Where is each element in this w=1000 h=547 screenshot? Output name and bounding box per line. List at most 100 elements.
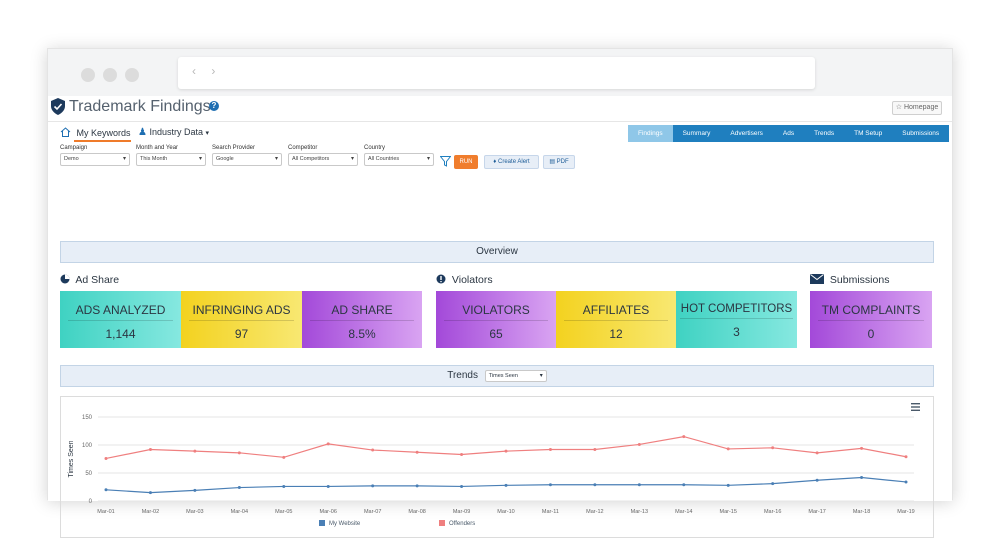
ad-share-value: 8.5% [348, 327, 376, 341]
data-point [237, 486, 241, 490]
campaign-select[interactable]: Demo [60, 153, 130, 166]
data-point [771, 446, 775, 450]
ad-share-heading-label: Ad Share [75, 274, 120, 286]
data-point [593, 483, 597, 487]
nav-submissions[interactable]: Submissions [902, 130, 940, 137]
data-point [460, 484, 464, 488]
run-button[interactable]: RUN [454, 155, 478, 169]
caret-down-icon: ▾ [205, 130, 210, 137]
data-point [726, 483, 730, 487]
data-point [548, 483, 552, 487]
affiliates-label: AFFILIATES [564, 303, 668, 321]
nav-summary[interactable]: Summary [682, 130, 711, 137]
filter-icon[interactable] [440, 156, 451, 167]
violators-heading: Violators [436, 274, 493, 286]
country-label: Country [364, 145, 386, 151]
search-provider-filter: Search Provider Google [212, 145, 282, 166]
create-alert-label: Create Alert [498, 159, 530, 165]
bell-icon: ♦ [493, 159, 497, 165]
campaign-filter: Campaign Demo [60, 145, 130, 166]
tab-industry-data[interactable]: ♟ Industry Data ▾ [138, 127, 209, 138]
nav-trends[interactable]: Trends [814, 130, 835, 137]
x-tick-label: Mar-15 [720, 509, 737, 515]
help-icon[interactable]: ? [209, 101, 219, 111]
data-point [415, 450, 419, 454]
pie-chart-icon [60, 274, 70, 284]
hot-competitors-value: 3 [733, 325, 740, 339]
title-bar: Trademark Findings ? ☆ Homepage [48, 96, 952, 122]
x-tick-label: Mar-13 [631, 509, 648, 515]
data-point [193, 449, 197, 453]
address-bar[interactable] [178, 57, 815, 89]
y-axis-label: Times Seen [68, 440, 75, 477]
x-tick-label: Mar-05 [275, 509, 292, 515]
x-tick-label: Mar-08 [408, 509, 425, 515]
nav-advertisers[interactable]: Advertisers [730, 130, 763, 137]
country-select[interactable]: All Countries [364, 153, 434, 166]
data-point [504, 483, 508, 487]
document-icon: ▤ [549, 159, 555, 165]
back-forward-icons[interactable]: ‹ › [192, 64, 222, 78]
pdf-label: PDF [556, 159, 569, 165]
competitor-filter: Competitor All Competitors [288, 145, 358, 166]
chart-menu-icon[interactable] [911, 403, 920, 411]
infringing-ads-value: 97 [234, 327, 249, 341]
trends-title: Trends [447, 370, 478, 381]
browser-window: ‹ › Trademark Findings ? ☆ Homepage My K… [47, 48, 953, 538]
month-year-label: Month and Year [136, 145, 179, 151]
window-minimize-dot[interactable] [103, 68, 117, 82]
data-point [815, 478, 819, 482]
series-line [105, 435, 907, 460]
nav-findings[interactable]: Findings [628, 125, 673, 142]
affiliates-card: AFFILIATES 12 [556, 291, 676, 348]
pdf-button[interactable]: ▤ PDF [543, 155, 575, 169]
month-year-select[interactable]: This Month [136, 153, 206, 166]
data-point [237, 451, 241, 455]
line-chart: 0 50 100 150 Times Seen Mar-01 Mar-02 Mar-03 Mar… [68, 415, 915, 527]
active-tab-underline [74, 140, 131, 142]
legend-swatch [319, 520, 325, 526]
window-maximize-dot[interactable] [125, 68, 139, 82]
data-point [104, 488, 108, 492]
competitor-select[interactable]: All Competitors [288, 153, 358, 166]
affiliates-value: 12 [609, 327, 623, 341]
violators-card: VIOLATORS 65 [436, 291, 556, 348]
data-point [860, 475, 864, 479]
ads-analyzed-card: ADS ANALYZED 1,144 [60, 291, 181, 348]
create-alert-button[interactable]: ♦ Create Alert [484, 155, 539, 169]
nav-ads[interactable]: Ads [782, 130, 795, 137]
x-tick-label: Mar-14 [675, 509, 692, 515]
envelope-icon [810, 274, 824, 284]
data-point [148, 447, 152, 451]
country-filter: Country All Countries [364, 145, 434, 166]
violators-heading-label: Violators [451, 274, 493, 286]
data-point [148, 491, 152, 495]
submissions-heading: Submissions [810, 274, 889, 286]
x-tick-label: Mar-06 [320, 509, 337, 515]
tab-my-keywords-label: My Keywords [76, 128, 131, 138]
data-point [282, 484, 286, 488]
data-point [548, 447, 552, 451]
data-point [904, 455, 908, 459]
app-content: Trademark Findings ? ☆ Homepage My Keywo… [48, 96, 952, 538]
data-point [904, 480, 908, 484]
page-title: Trademark Findings [69, 98, 211, 115]
filter-bar: Campaign Demo Month and Year This Month … [60, 145, 940, 175]
shield-icon [51, 98, 65, 115]
data-point [326, 484, 330, 488]
data-point [371, 484, 375, 488]
nav-tm-setup[interactable]: TM Setup [854, 130, 883, 137]
campaign-label: Campaign [60, 145, 88, 151]
window-close-dot[interactable] [81, 68, 95, 82]
search-provider-select[interactable]: Google [212, 153, 282, 166]
x-tick-label: Mar-11 [542, 509, 559, 515]
tm-complaints-card: TM COMPLAINTS 0 [810, 291, 932, 348]
trends-metric-select[interactable]: Times Seen [484, 370, 547, 382]
trends-header: Trends Times Seen [60, 365, 934, 387]
ads-analyzed-label: ADS ANALYZED [68, 303, 173, 321]
data-point [326, 442, 330, 446]
homepage-label: Homepage [903, 104, 939, 111]
x-tick-label: Mar-10 [497, 509, 514, 515]
tab-my-keywords[interactable]: My Keywords [60, 127, 131, 138]
homepage-button[interactable]: ☆ Homepage [892, 101, 942, 115]
